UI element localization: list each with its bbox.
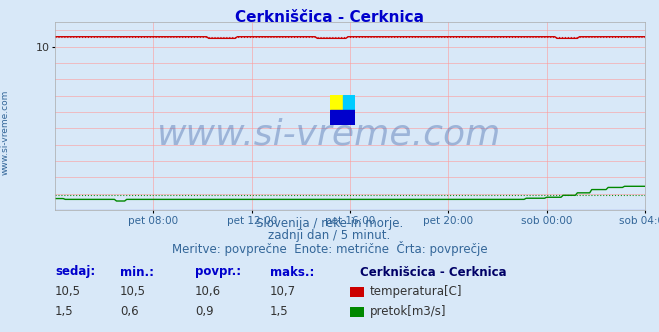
Text: pretok[m3/s]: pretok[m3/s] (370, 305, 447, 318)
Text: 0,9: 0,9 (195, 305, 214, 318)
Text: www.si-vreme.com: www.si-vreme.com (158, 118, 501, 152)
Text: povpr.:: povpr.: (195, 266, 241, 279)
Text: 1,5: 1,5 (55, 305, 74, 318)
Text: 1,5: 1,5 (270, 305, 289, 318)
Text: Meritve: povprečne  Enote: metrične  Črta: povprečje: Meritve: povprečne Enote: metrične Črta:… (172, 241, 487, 257)
Bar (330, 95, 343, 110)
Text: maks.:: maks.: (270, 266, 314, 279)
Text: 10,7: 10,7 (270, 286, 296, 298)
Text: zadnji dan / 5 minut.: zadnji dan / 5 minut. (268, 229, 391, 242)
Text: www.si-vreme.com: www.si-vreme.com (1, 90, 10, 176)
Text: Cerkniščica - Cerknica: Cerkniščica - Cerknica (235, 10, 424, 25)
Text: Slovenija / reke in morje.: Slovenija / reke in morje. (256, 216, 403, 229)
Text: sedaj:: sedaj: (55, 266, 96, 279)
Bar (330, 110, 355, 125)
Text: min.:: min.: (120, 266, 154, 279)
Text: temperatura[C]: temperatura[C] (370, 286, 463, 298)
Text: 10,6: 10,6 (195, 286, 221, 298)
Text: 10,5: 10,5 (55, 286, 81, 298)
Text: 10,5: 10,5 (120, 286, 146, 298)
Bar (343, 95, 355, 110)
Text: 0,6: 0,6 (120, 305, 138, 318)
Text: Cerknišcica - Cerknica: Cerknišcica - Cerknica (360, 266, 507, 279)
